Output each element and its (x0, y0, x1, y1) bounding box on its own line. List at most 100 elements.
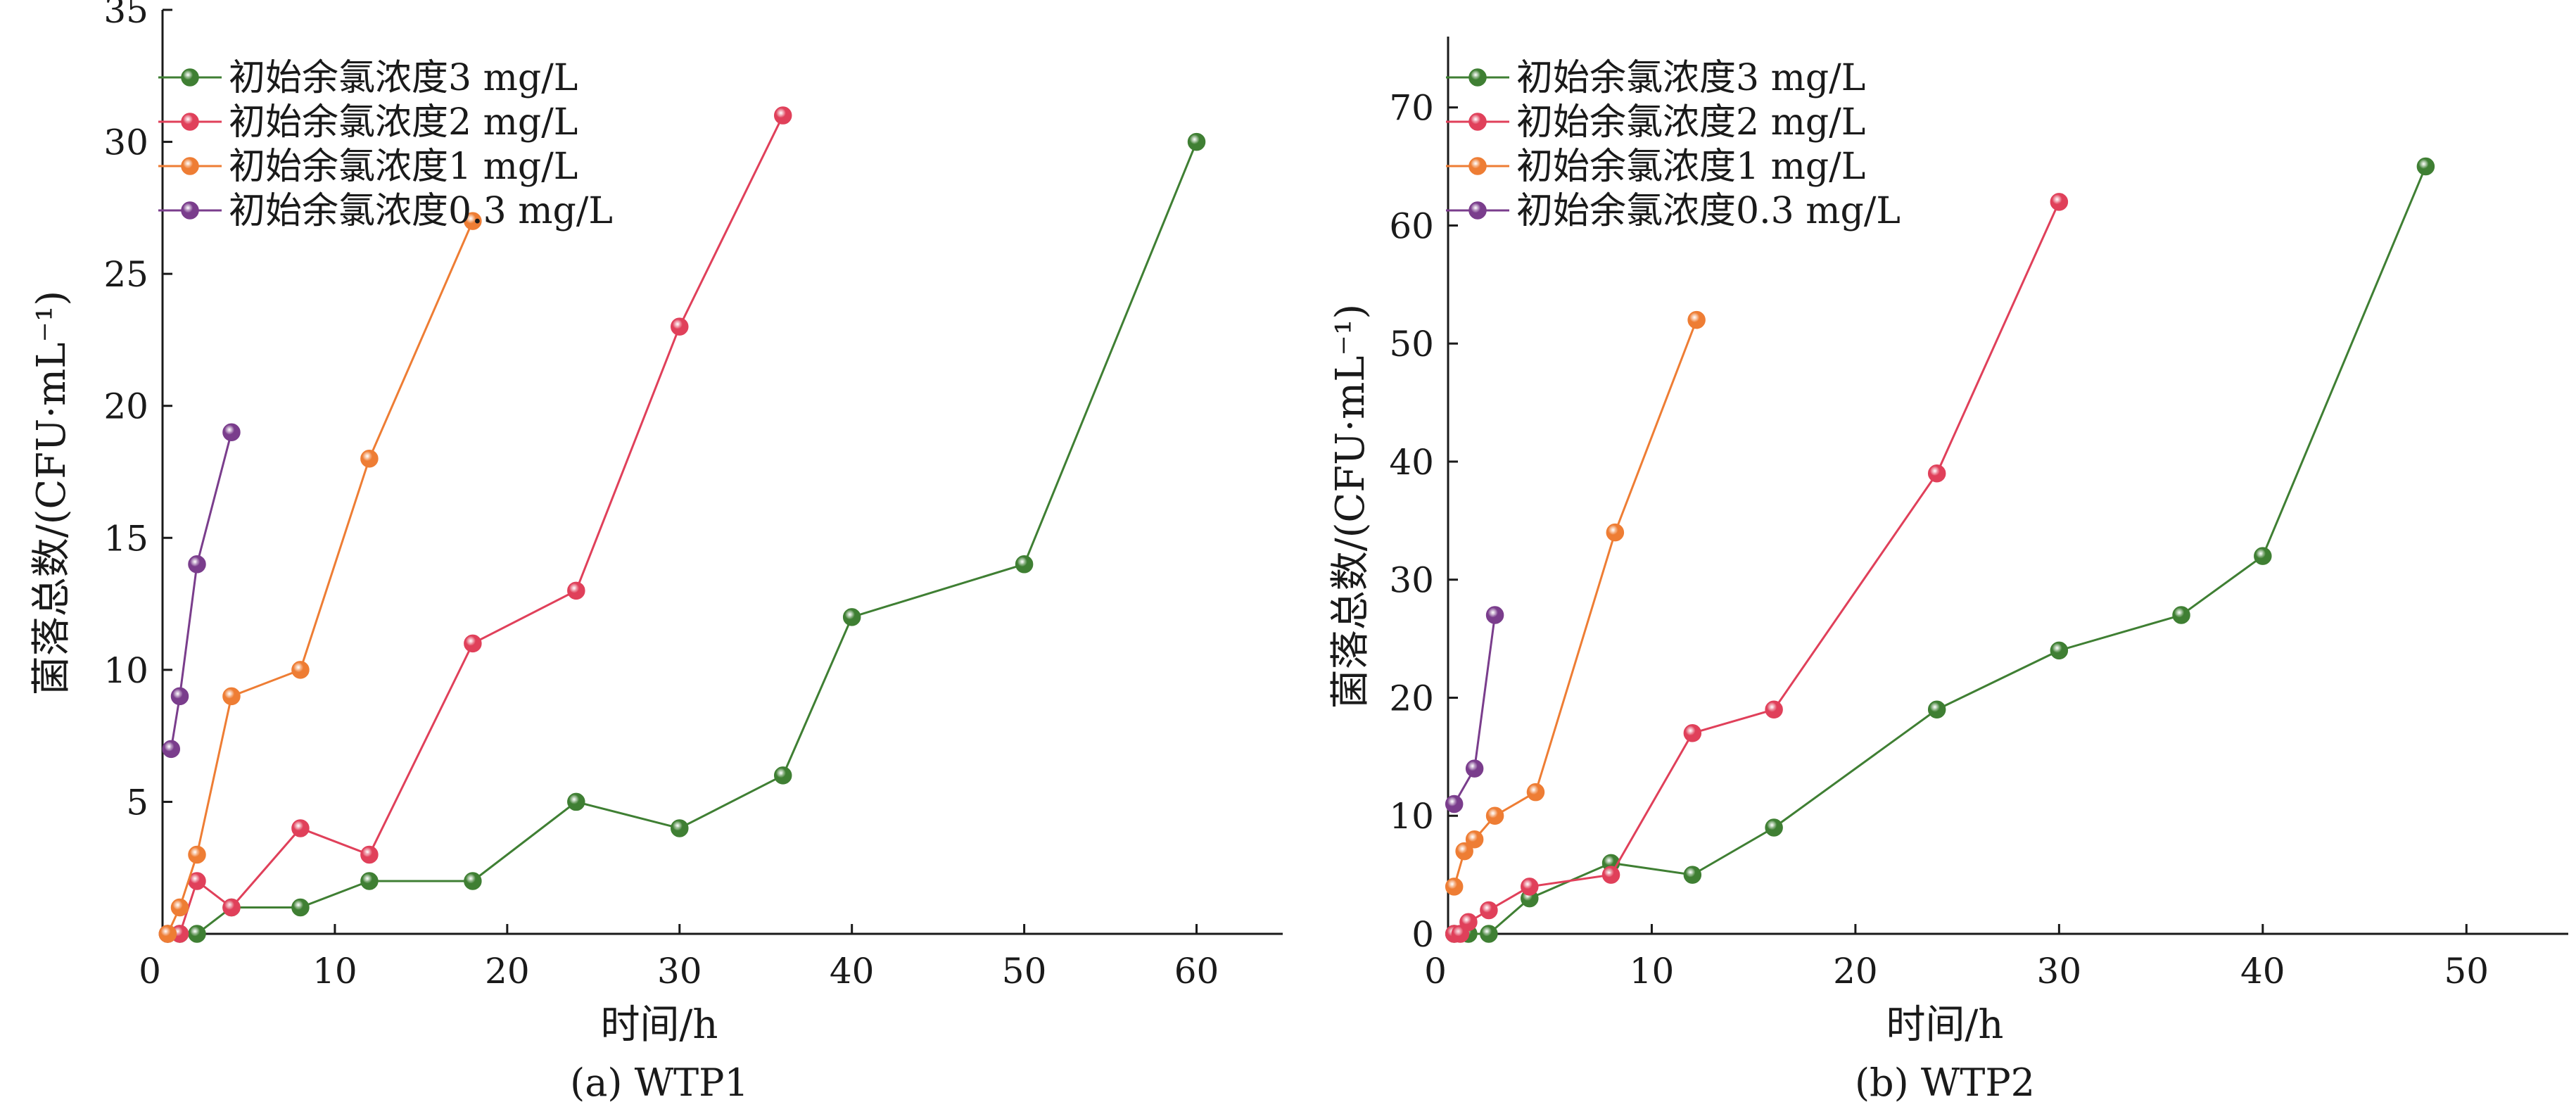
series-line-red (1454, 201, 2060, 935)
data-point-green (1683, 866, 1702, 884)
data-point-orange (464, 212, 482, 230)
y-tick-label: 0 (1411, 914, 1434, 955)
data-point-purple (1465, 759, 1484, 778)
data-point-green (2172, 606, 2190, 624)
x-tick-label: 50 (2444, 951, 2489, 992)
data-point-red (773, 106, 792, 125)
chart-panel-a: 0 10 20 30 40 50 60 5 10 15 20 25 30 35 时间/h 菌落总数/(CFU·… (29, 0, 1283, 1105)
data-point-orange (1526, 783, 1545, 802)
data-point-orange (1606, 523, 1625, 542)
y-tick-label: 35 (103, 0, 148, 31)
x-tick-label: 10 (1630, 951, 1675, 992)
data-point-purple (162, 740, 180, 759)
data-point-green (1927, 700, 1946, 719)
x-tick-label: 0 (1424, 951, 1447, 992)
data-point-green (291, 898, 310, 917)
data-point-orange (222, 687, 241, 706)
data-point-red (1765, 700, 1783, 719)
data-point-purple (222, 423, 241, 441)
data-point-green (2050, 641, 2069, 660)
x-tick-label: 50 (1002, 951, 1047, 992)
data-point-orange (158, 925, 177, 943)
x-tick-label: 0 (139, 951, 161, 992)
y-tick-label: 10 (1389, 796, 1434, 837)
data-point-red (1480, 901, 1498, 920)
y-tick-label: 30 (103, 122, 148, 163)
data-point-orange (170, 898, 189, 917)
y-tick-label: 15 (103, 518, 148, 559)
data-point-red (222, 898, 241, 917)
data-point-purple (1445, 795, 1464, 814)
panel-caption: (a) WTP1 (570, 1061, 749, 1105)
data-point-green (567, 792, 585, 811)
x-axis-label: 时间/h (1886, 1002, 2004, 1048)
legend-marker-green (1468, 68, 1487, 87)
legend-marker-purple (1468, 201, 1487, 220)
data-point-green (1765, 818, 1783, 837)
data-point-green (671, 819, 689, 837)
x-tick-label: 40 (830, 951, 875, 992)
y-tick-label: 5 (126, 782, 148, 823)
legend-marker-orange (1468, 157, 1487, 175)
data-point-green (2416, 157, 2435, 176)
y-tick-label: 50 (1389, 324, 1434, 365)
data-point-green (360, 872, 379, 890)
data-point-red (1683, 724, 1702, 742)
legend-label: 初始余氯浓度0.3 mg/L (1516, 190, 1901, 232)
data-point-red (1521, 878, 1539, 896)
data-point-orange (1485, 806, 1504, 825)
x-tick-label: 20 (1833, 951, 1878, 992)
data-point-orange (1687, 310, 1706, 329)
data-point-purple (188, 555, 206, 574)
data-point-purple (170, 687, 189, 706)
y-tick-label: 10 (103, 650, 148, 691)
data-point-orange (188, 845, 206, 864)
data-point-orange (360, 449, 379, 468)
x-tick-label: 40 (2240, 951, 2285, 992)
data-point-orange (291, 661, 310, 679)
data-point-orange (1445, 878, 1464, 896)
series-line-red (167, 115, 785, 935)
legend-label: 初始余氯浓度1 mg/L (229, 146, 578, 188)
data-point-red (291, 819, 310, 837)
x-tick-label: 20 (485, 951, 530, 992)
legend-label: 初始余氯浓度3 mg/L (1516, 57, 1865, 99)
y-axis-label: 菌落总数/(CFU·mL⁻¹) (1328, 304, 1373, 709)
x-tick-label: 10 (312, 951, 357, 992)
data-point-green (842, 608, 861, 626)
data-point-green (1015, 555, 1034, 574)
legend-marker-green (181, 68, 199, 87)
series-line-orange (166, 220, 474, 935)
y-tick-label: 20 (103, 386, 148, 427)
legend-marker-red (1468, 113, 1487, 131)
legend-label: 初始余氯浓度2 mg/L (1516, 101, 1865, 144)
legend-marker-orange (181, 157, 199, 175)
data-point-red (1601, 866, 1620, 884)
x-tick-label: 60 (1174, 951, 1219, 992)
data-point-red (360, 845, 379, 864)
legend-label: 初始余氯浓度0.3 mg/L (229, 190, 613, 232)
data-point-red (671, 317, 689, 336)
y-tick-label: 70 (1389, 88, 1434, 129)
data-point-purple (1485, 606, 1504, 624)
legend-label: 初始余氯浓度1 mg/L (1516, 146, 1865, 188)
data-point-red (2050, 193, 2069, 211)
series-line-purple (170, 431, 233, 749)
data-point-orange (1455, 842, 1473, 861)
data-point-red (1459, 913, 1478, 931)
y-tick-label: 40 (1389, 442, 1434, 483)
y-tick-label: 60 (1389, 205, 1434, 246)
legend-label: 初始余氯浓度2 mg/L (229, 101, 578, 144)
y-tick-label: 30 (1389, 560, 1434, 601)
x-tick-label: 30 (2037, 951, 2082, 992)
series-line-green (167, 141, 1198, 935)
y-tick-label: 20 (1389, 678, 1434, 719)
y-tick-label: 25 (103, 254, 148, 295)
series-line-orange (1453, 319, 1698, 887)
data-point-orange (1465, 830, 1484, 849)
data-point-red (464, 634, 482, 653)
data-point-green (1480, 925, 1498, 943)
legend-marker-purple (181, 201, 199, 220)
panel-caption: (b) WTP2 (1855, 1061, 2035, 1105)
